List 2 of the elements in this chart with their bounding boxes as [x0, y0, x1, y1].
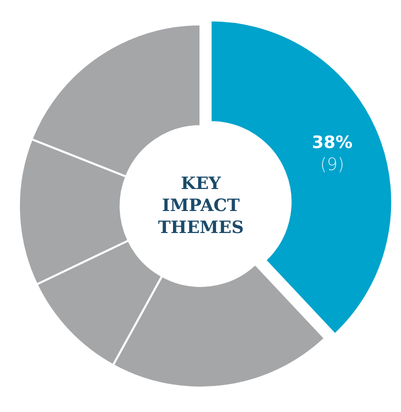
- data-label: 38% (9): [312, 132, 353, 175]
- text: KEY IMPACT THEMES: [158, 174, 244, 238]
